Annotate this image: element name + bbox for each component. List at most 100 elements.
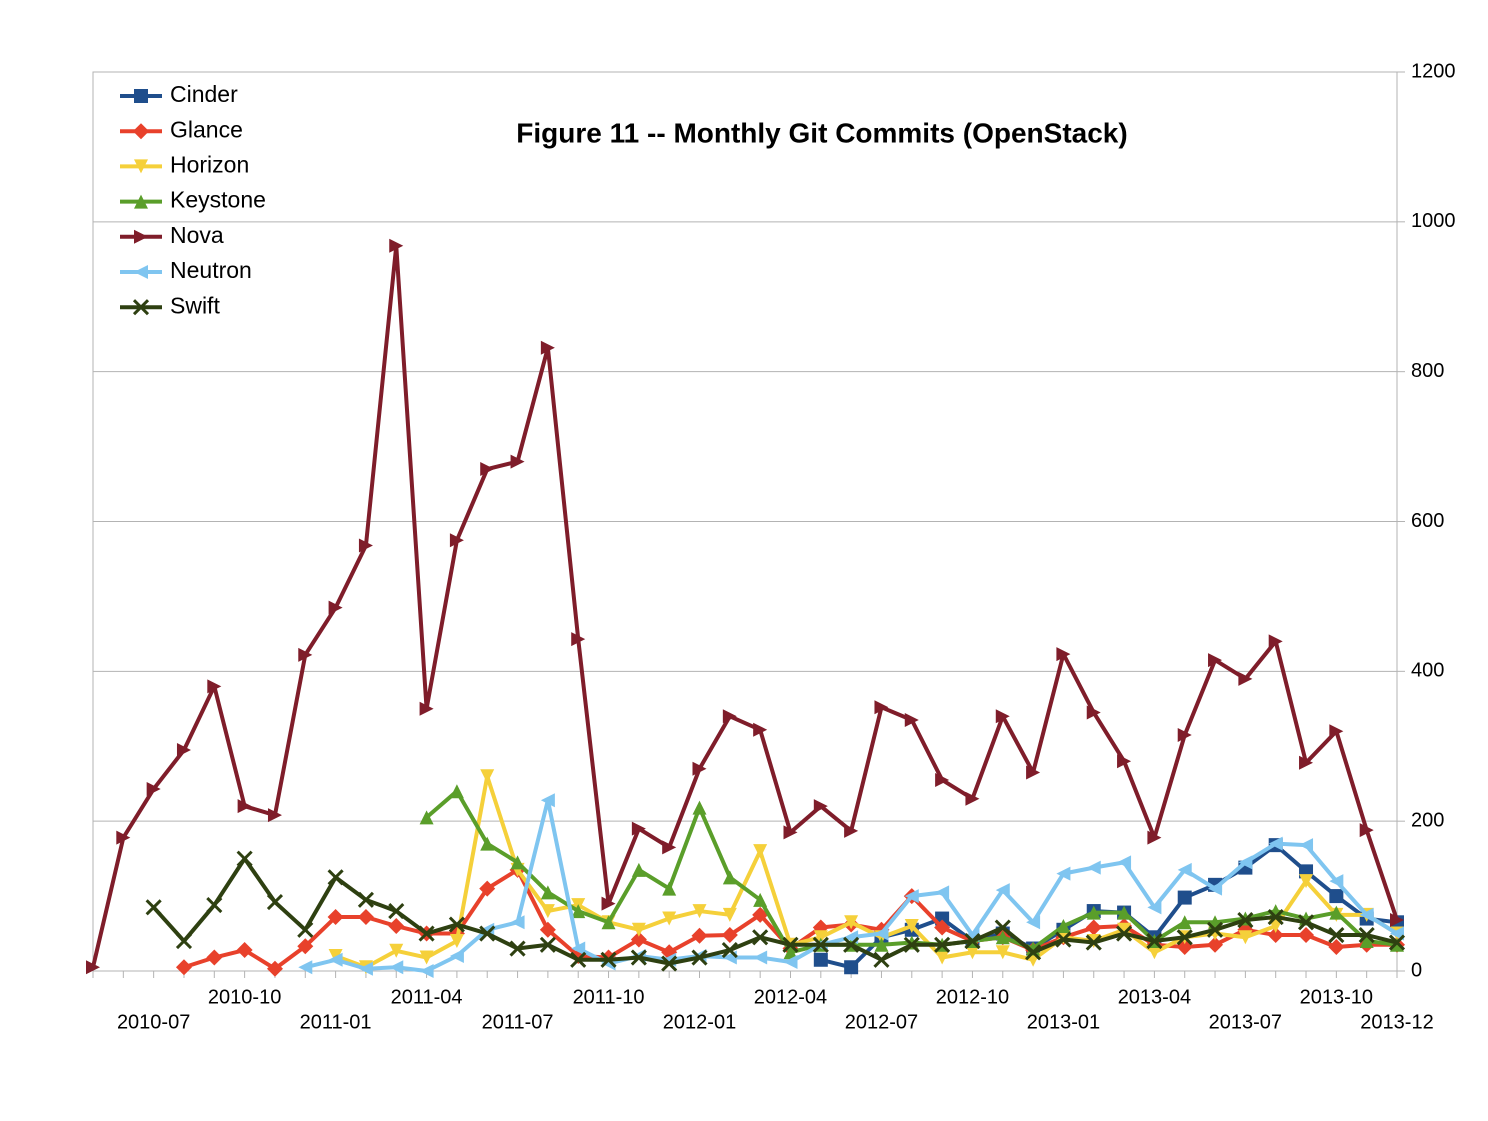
legend-label: Swift — [170, 292, 220, 318]
y-tick-label: 800 — [1411, 360, 1444, 382]
legend-marker — [133, 123, 149, 140]
legend-marker — [134, 265, 148, 279]
marker — [236, 850, 253, 867]
marker — [328, 949, 343, 964]
marker — [964, 932, 981, 950]
marker — [1359, 934, 1374, 949]
marker — [601, 896, 616, 911]
marker — [1328, 926, 1345, 944]
marker — [146, 781, 161, 796]
marker — [1026, 765, 1041, 780]
marker — [327, 909, 344, 926]
marker — [358, 538, 373, 553]
series — [145, 850, 1406, 972]
marker — [935, 885, 950, 900]
marker — [479, 880, 496, 897]
marker — [995, 930, 1010, 945]
legend-marker — [134, 159, 148, 174]
marker — [1086, 905, 1101, 920]
marker — [357, 891, 374, 908]
marker — [267, 808, 282, 823]
marker — [297, 921, 314, 938]
marker — [1329, 724, 1344, 739]
marker — [1268, 836, 1283, 851]
x-tick-label: 2013-10 — [1300, 986, 1373, 1008]
marker — [389, 238, 404, 253]
x-tick-label: 2013-12 — [1360, 1011, 1433, 1033]
marker — [722, 709, 737, 724]
marker — [449, 949, 464, 964]
marker — [1025, 944, 1042, 961]
marker — [692, 800, 707, 815]
x-tick-label: 2010-10 — [208, 986, 281, 1008]
marker — [1297, 914, 1315, 931]
x-tick-label: 2011-07 — [482, 1011, 554, 1033]
y-tick-label: 1200 — [1411, 60, 1456, 82]
marker — [1085, 919, 1102, 936]
marker — [904, 713, 919, 728]
marker — [1390, 913, 1404, 928]
marker — [1147, 830, 1162, 845]
marker — [1238, 930, 1253, 945]
marker — [995, 945, 1010, 960]
marker — [449, 934, 464, 949]
marker — [631, 922, 646, 937]
marker — [389, 960, 404, 975]
marker — [600, 951, 617, 968]
marker — [995, 883, 1010, 898]
marker — [206, 897, 223, 914]
marker — [1267, 927, 1284, 944]
marker — [1146, 932, 1163, 950]
marker — [874, 937, 889, 952]
marker — [116, 830, 131, 845]
marker — [995, 709, 1010, 724]
marker — [1206, 921, 1224, 938]
marker — [873, 951, 890, 968]
marker — [1329, 905, 1344, 920]
marker — [539, 921, 556, 938]
marker — [904, 919, 919, 934]
marker — [1177, 862, 1192, 877]
marker — [207, 679, 222, 694]
legend-label: Nova — [170, 222, 224, 248]
marker — [813, 930, 828, 945]
marker — [1299, 755, 1314, 770]
marker — [661, 955, 678, 972]
marker — [388, 903, 405, 920]
marker — [1176, 929, 1193, 946]
marker — [721, 941, 738, 959]
legend-label: Cinder — [170, 81, 238, 107]
x-tick-label: 2011-10 — [573, 986, 645, 1008]
marker — [175, 959, 192, 976]
marker — [419, 701, 434, 716]
marker — [419, 950, 434, 965]
marker — [1056, 919, 1071, 934]
x-tick-label: 2011-04 — [391, 986, 463, 1008]
x-tick-label: 2012-01 — [663, 1011, 736, 1033]
marker — [1328, 939, 1345, 956]
marker — [601, 915, 616, 930]
marker — [298, 960, 313, 975]
marker — [994, 919, 1011, 936]
marker — [1208, 881, 1223, 896]
legend-label: Horizon — [170, 151, 249, 177]
marker — [418, 925, 435, 942]
marker — [783, 955, 798, 970]
marker — [783, 945, 798, 960]
marker — [1117, 754, 1132, 769]
marker — [449, 784, 464, 799]
marker — [480, 462, 495, 477]
marker — [1329, 874, 1344, 889]
marker — [206, 949, 223, 966]
marker — [1238, 671, 1253, 686]
marker — [540, 340, 555, 355]
marker — [1177, 915, 1192, 930]
marker — [1117, 855, 1132, 870]
marker — [752, 929, 769, 946]
marker — [630, 931, 647, 948]
marker — [479, 925, 496, 942]
marker — [1329, 889, 1344, 904]
marker — [692, 761, 707, 776]
marker — [844, 960, 859, 975]
